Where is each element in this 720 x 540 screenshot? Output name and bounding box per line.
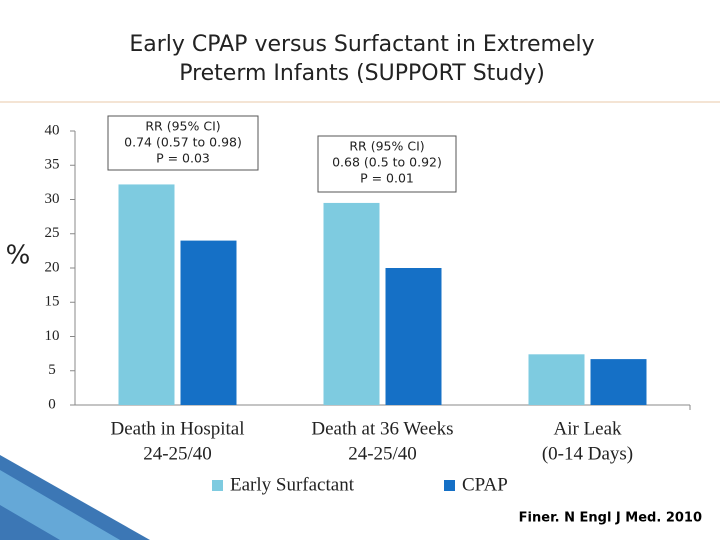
- bar: [323, 202, 380, 405]
- bar: [590, 359, 647, 405]
- chart-title: Preterm Infants (SUPPORT Study): [179, 61, 545, 86]
- legend-swatch: [212, 480, 223, 491]
- x-tick-label: 24-25/40: [143, 443, 212, 464]
- x-tick-label: Air Leak: [553, 418, 622, 439]
- y-tick-label: 0: [48, 396, 56, 412]
- annotation-text: 0.74 (0.57 to 0.98): [124, 135, 242, 150]
- legend-swatch: [444, 480, 455, 491]
- bar: [528, 354, 585, 405]
- y-tick-label: 15: [45, 294, 60, 310]
- y-tick-label: 35: [45, 157, 60, 173]
- y-tick-label: 40: [45, 122, 60, 138]
- source: Finer. N Engl J Med. 2010: [519, 511, 702, 526]
- legend-label: Early Surfactant: [230, 474, 355, 495]
- decoration: [0, 470, 120, 540]
- annotation-text: P = 0.01: [360, 171, 414, 186]
- y-tick-label: 10: [45, 328, 60, 344]
- x-tick-label: (0-14 Days): [542, 443, 633, 464]
- annotation-text: RR (95% CI): [349, 139, 424, 154]
- y-tick-label: 20: [45, 259, 60, 275]
- bar: [385, 268, 442, 405]
- annotation-text: 0.68 (0.5 to 0.92): [332, 155, 442, 170]
- chart-title: Early CPAP versus Surfactant in Extremel…: [129, 32, 594, 57]
- y-tick-label: 5: [48, 362, 56, 378]
- annotation-text: P = 0.03: [156, 151, 210, 166]
- annotation-box: [317, 135, 457, 193]
- y-tick-label: 30: [45, 191, 60, 207]
- annotation-text: RR (95% CI): [145, 119, 220, 134]
- x-tick-label: Death in Hospital: [110, 418, 244, 439]
- x-tick-label: Death at 36 Weeks: [311, 418, 453, 439]
- x-tick-label: 24-25/40: [348, 443, 417, 464]
- annotation-box: [107, 115, 259, 171]
- y-tick-label: 25: [45, 225, 60, 241]
- bar: [118, 184, 175, 405]
- y-axis-label: %: [6, 241, 31, 271]
- bar: [180, 240, 237, 405]
- legend-label: CPAP: [462, 474, 508, 495]
